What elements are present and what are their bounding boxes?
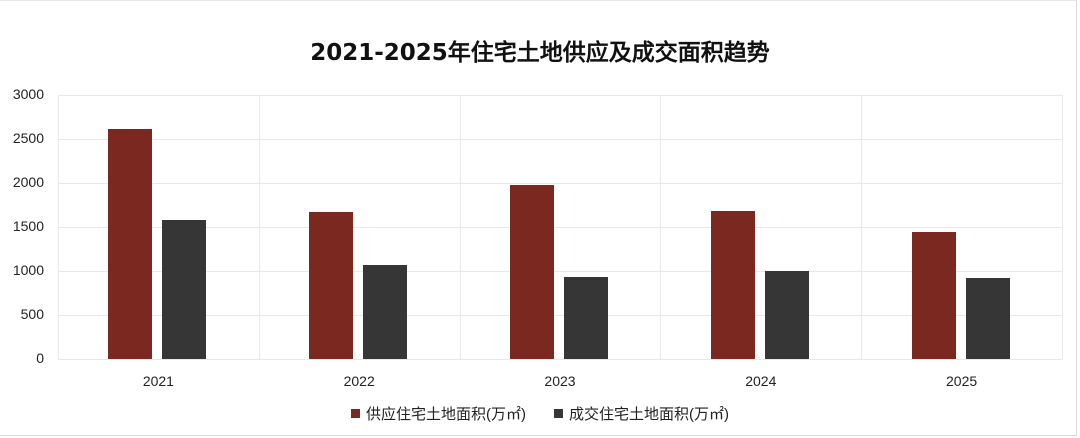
x-tick-label: 2023 bbox=[544, 373, 576, 389]
gridline-horizontal bbox=[58, 315, 1062, 316]
x-tick-label: 2022 bbox=[343, 373, 375, 389]
gridline-vertical bbox=[58, 95, 59, 359]
chart-title: 2021-2025年住宅土地供应及成交面积趋势 bbox=[310, 40, 770, 66]
gridline-vertical bbox=[660, 95, 662, 359]
gridline-horizontal bbox=[58, 183, 1062, 184]
legend-item-supply: 供应住宅土地面积(万㎡) bbox=[351, 403, 526, 424]
bar-deal bbox=[764, 271, 809, 359]
gridline-horizontal bbox=[58, 95, 1062, 96]
legend: 供应住宅土地面积(万㎡) 成交住宅土地面积(万㎡) bbox=[0, 403, 1080, 424]
legend-swatch-supply bbox=[351, 409, 360, 418]
bar-deal bbox=[564, 277, 608, 359]
x-tick-label: 2021 bbox=[142, 373, 174, 389]
gridline-vertical bbox=[459, 95, 461, 359]
bar-supply bbox=[510, 184, 554, 359]
legend-swatch-deal bbox=[554, 409, 563, 418]
y-tick-label: 0 bbox=[36, 350, 44, 366]
bar-supply bbox=[710, 211, 755, 359]
y-tick-label: 3000 bbox=[12, 86, 44, 102]
bar-supply bbox=[309, 212, 354, 359]
gridline-vertical bbox=[861, 95, 863, 359]
bar-deal bbox=[363, 264, 408, 359]
x-tick-label: 2024 bbox=[745, 373, 777, 389]
y-tick-label: 500 bbox=[20, 306, 44, 322]
y-tick-label: 2500 bbox=[12, 130, 44, 146]
bar-deal bbox=[965, 278, 1010, 359]
y-tick-label: 1000 bbox=[12, 262, 44, 278]
bar-supply bbox=[911, 232, 956, 359]
gridline-horizontal bbox=[58, 271, 1062, 272]
x-tick-label: 2025 bbox=[946, 373, 978, 389]
gridline-vertical bbox=[1062, 95, 1063, 359]
y-tick-label: 2000 bbox=[12, 174, 44, 190]
legend-label-deal: 成交住宅土地面积(万㎡) bbox=[569, 406, 729, 423]
bar-supply bbox=[108, 129, 153, 359]
gridline-horizontal bbox=[58, 139, 1062, 140]
gridline-horizontal bbox=[58, 359, 1062, 360]
plot-area bbox=[58, 95, 1063, 360]
legend-item-deal: 成交住宅土地面积(万㎡) bbox=[554, 403, 729, 424]
bar-deal bbox=[162, 219, 207, 359]
gridline-horizontal bbox=[58, 227, 1062, 228]
gridline-vertical bbox=[258, 95, 260, 359]
legend-label-supply: 供应住宅土地面积(万㎡) bbox=[366, 406, 526, 423]
y-tick-label: 1500 bbox=[12, 218, 44, 234]
